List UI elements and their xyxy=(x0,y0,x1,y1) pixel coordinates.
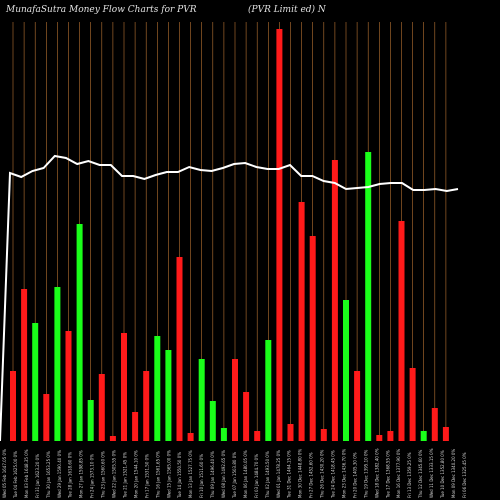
x-tick-label: Fri 31 Jan 1623.20 0% xyxy=(35,454,40,498)
money-flow-bar xyxy=(254,431,261,441)
money-flow-bar xyxy=(54,287,61,441)
money-flow-bar xyxy=(265,340,272,441)
money-flow-bar xyxy=(21,289,28,441)
money-flow-bar xyxy=(132,412,139,441)
x-tick-label: Mon 30 Dec 1448.80 0% xyxy=(298,449,303,498)
money-flow-bars xyxy=(10,29,449,441)
x-tick-label: Fri 17 Jan 1531.50 0% xyxy=(144,454,149,498)
x-tick-label: Mon 16 Dec 1377.90 0% xyxy=(396,449,401,498)
x-axis-tick-labels: Wed 05 Feb 1647.05 0% Tue 04 Feb 1625.00 … xyxy=(2,448,467,499)
money-flow-bar xyxy=(98,374,105,441)
money-flow-bar xyxy=(442,427,449,441)
money-flow-bar xyxy=(87,400,94,441)
x-tick-label: Fri 10 Jan 1511.60 0% xyxy=(199,454,204,498)
x-tick-label: Tue 31 Dec 1464.15 0% xyxy=(287,450,292,499)
x-tick-label: Tue 04 Feb 1625.00 0% xyxy=(13,451,18,499)
x-tick-label: Fri 03 Jan 1484.70 0% xyxy=(254,454,259,498)
money-flow-bar xyxy=(220,428,227,441)
money-flow-bar xyxy=(420,431,427,441)
money-flow-bar xyxy=(187,433,194,441)
money-flow-bar xyxy=(165,350,172,441)
money-flow-bar xyxy=(309,236,316,441)
x-tick-label: Tue 28 Jan 1618.60 0% xyxy=(68,452,73,499)
x-tick-label: Mon 03 Feb 1648.35 0% xyxy=(24,449,29,498)
money-flow-bar xyxy=(398,221,405,441)
x-tick-label: Wed 05 Feb 1647.05 0% xyxy=(2,449,7,498)
money-flow-bar xyxy=(76,224,83,441)
x-tick-label: Wed 11 Dec 1333.15 0% xyxy=(429,448,434,498)
x-tick-label: Thu 23 Jan 1560.60 0% xyxy=(101,451,106,499)
x-tick-label: Tue 14 Jan 1550.50 0% xyxy=(177,452,182,499)
x-tick-label: Mon 27 Jan 1598.85 0% xyxy=(79,450,84,498)
money-flow-bar xyxy=(65,331,72,441)
x-tick-label: Thu 12 Dec 1345.60 0% xyxy=(418,449,423,499)
x-tick-label: Tue 21 Jan 1521.45 0% xyxy=(122,452,127,499)
x-tick-label: Thu 09 Jan 1496.40 0% xyxy=(210,451,215,499)
x-tick-label: Tue 24 Dec 1418.45 0% xyxy=(331,450,336,499)
money-flow-bar xyxy=(343,300,349,441)
x-tick-label: Thu 16 Jan 1561.65 0% xyxy=(155,451,160,499)
x-tick-label: Mon 09 Dec 1340.20 0% xyxy=(451,449,456,498)
chart-title-left: MunafaSutra Money Flow Charts for PVR xyxy=(5,5,197,15)
x-tick-label: Wed 15 Jan 1565.00 0% xyxy=(166,450,171,498)
x-tick-label: Mon 06 Jan 1480.05 0% xyxy=(243,450,248,498)
money-flow-bar xyxy=(376,435,383,441)
x-tick-label: Tue 10 Dec 1352.80 0% xyxy=(440,450,445,499)
money-flow-bar xyxy=(354,371,361,441)
x-tick-label: Mon 13 Jan 1527.75 0% xyxy=(188,450,193,498)
x-tick-label: Wed 29 Jan 1590.40 0% xyxy=(57,450,62,498)
x-tick-label: Mon 23 Dec 1436.70 0% xyxy=(341,449,346,498)
money-flow-bar xyxy=(154,336,161,441)
money-flow-bar xyxy=(198,359,205,441)
money-flow-bar xyxy=(143,371,150,441)
money-flow-bar xyxy=(43,394,50,441)
x-tick-label: Thu 19 Dec 1395.10 0% xyxy=(363,449,368,499)
x-tick-label: Mon 20 Jan 1544.10 0% xyxy=(133,450,138,498)
x-tick-label: Wed 08 Jan 1492.65 0% xyxy=(221,450,226,498)
money-flow-bar xyxy=(409,368,416,441)
money-flow-bar xyxy=(320,429,327,441)
money-flow-bar xyxy=(209,401,216,441)
price-line xyxy=(0,154,459,442)
money-flow-bar xyxy=(365,152,372,441)
x-tick-label: Tue 07 Jan 1503.80 0% xyxy=(232,452,237,499)
money-flow-bar xyxy=(32,323,39,441)
x-tick-label: Thu 30 Jan 1653.25 0% xyxy=(46,451,51,499)
x-tick-label: Fri 24 Jan 1573.10 0% xyxy=(90,454,95,498)
chart-title-right: (PVR Limit ed) N xyxy=(248,4,327,15)
x-tick-label: Thu 02 Jan 1493.50 0% xyxy=(265,451,270,499)
x-tick-label: Fri 06 Dec 1325.45 0% xyxy=(462,452,467,498)
x-tick-label: Thu 26 Dec 1430.20 0% xyxy=(320,449,325,499)
x-tick-label: Fri 27 Dec 1452.60 0% xyxy=(309,452,314,498)
money-flow-bar xyxy=(243,392,250,441)
x-tick-label: Wed 18 Dec 1382.40 0% xyxy=(374,448,379,498)
money-flow-bar xyxy=(109,436,116,441)
money-flow-bar xyxy=(176,257,183,441)
money-flow-bar xyxy=(276,29,283,441)
x-tick-label: Fri 13 Dec 1359.25 0% xyxy=(407,452,412,498)
money-flow-bar xyxy=(232,359,238,441)
money-flow-bar xyxy=(431,408,438,441)
money-flow-bar xyxy=(121,333,127,441)
money-flow-bar xyxy=(298,202,305,441)
x-tick-label: Fri 20 Dec 1405.30 0% xyxy=(352,452,357,498)
x-tick-label: Wed 01 Jan 1478.25 0% xyxy=(276,450,281,498)
money-flow-bar xyxy=(10,371,16,441)
money-flow-bar xyxy=(387,431,394,441)
money-flow-bar xyxy=(287,424,294,441)
money-flow-bar xyxy=(331,160,338,441)
x-tick-label: Tue 17 Dec 1368.55 0% xyxy=(385,450,390,499)
x-tick-label: Wed 22 Jan 1505.55 0% xyxy=(112,450,117,498)
